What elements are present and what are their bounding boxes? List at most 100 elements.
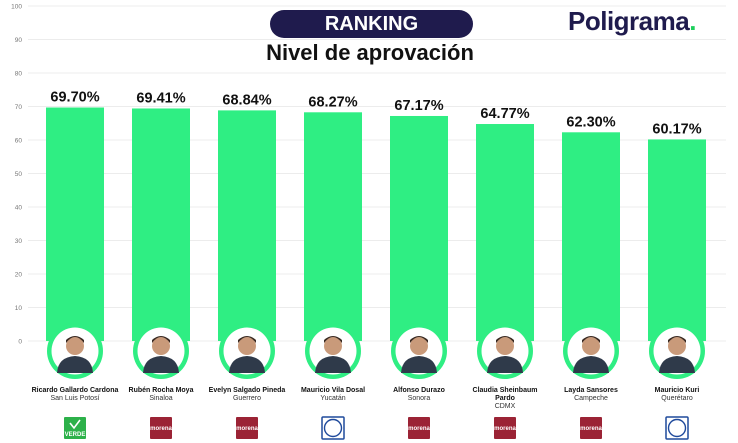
party-logo-box [408, 417, 430, 439]
data-label: 60.17% [652, 121, 701, 137]
check-icon [69, 419, 81, 430]
party-logo-box [494, 417, 516, 439]
pan-ring [667, 418, 687, 438]
party-logo-box [580, 417, 602, 439]
bar [648, 139, 706, 341]
hair-shape [496, 336, 514, 343]
person-photo-icon [143, 336, 179, 373]
bar [562, 132, 620, 341]
face-shape [152, 337, 170, 355]
brand-logo: Poligrama. [568, 6, 696, 37]
shoulders-shape [143, 356, 179, 373]
ranking-title: RANKING [324, 13, 419, 35]
person-state: Campeche [574, 395, 608, 402]
person-name: Alfonso Durazo [393, 387, 445, 394]
party-logo-box [64, 417, 86, 439]
person-name: Ricardo Gallardo Cardona [32, 387, 119, 394]
brand-dot: . [689, 6, 696, 36]
y-tick-label: 10 [15, 305, 23, 312]
y-tick-label: 50 [15, 171, 23, 178]
party-label: morena [236, 426, 258, 432]
party-label: morena [150, 426, 172, 432]
person-photo-icon [401, 336, 437, 373]
party-logo-morena: morena [236, 417, 258, 439]
person-state: Yucatán [320, 395, 345, 402]
bar [132, 108, 190, 341]
y-tick-label: 80 [15, 71, 23, 78]
party-logo-box [321, 416, 345, 440]
shoulders-shape [229, 356, 265, 373]
person-name: Rubén Rocha Moya [129, 387, 194, 394]
person-photo-icon [315, 336, 351, 373]
face-shape [324, 337, 342, 355]
person-name: Mauricio Vila Dosal [301, 387, 365, 394]
person-name: Evelyn Salgado Pineda [209, 387, 286, 394]
person-state: San Luis Potosí [50, 395, 99, 402]
party-logo-box [236, 417, 258, 439]
hair-shape [238, 336, 256, 343]
party-logo-morena: morena [494, 417, 516, 439]
party-label: morena [494, 426, 516, 432]
shoulders-shape [659, 356, 695, 373]
face-shape [238, 337, 256, 355]
party-label: morena [580, 426, 602, 432]
party-logo-morena: morena [150, 417, 172, 439]
party-logo-morena: morena [580, 417, 602, 439]
y-tick-label: 70 [15, 104, 23, 111]
chart-subtitle: Nivel de aprovación [266, 40, 474, 65]
face-shape [66, 337, 84, 355]
hair-shape [582, 336, 600, 343]
person-state: Sinaloa [149, 395, 172, 402]
data-label: 68.27% [308, 94, 357, 110]
y-tick-label: 20 [15, 272, 23, 279]
y-tick-label: 100 [11, 4, 22, 11]
person-name: Claudia Sheinbaum [473, 387, 538, 394]
face-shape [410, 337, 428, 355]
data-label: 69.70% [50, 90, 99, 106]
shoulders-shape [401, 356, 437, 373]
bar [476, 124, 534, 341]
hair-shape [66, 336, 84, 343]
person-name: Layda Sansores [564, 387, 618, 394]
bar [46, 107, 104, 341]
person-state: Guerrero [233, 395, 261, 402]
y-tick-label: 60 [15, 138, 23, 145]
hair-shape [410, 336, 428, 343]
shoulders-shape [487, 356, 523, 373]
person-state: Sonora [408, 395, 431, 402]
party-logo-box [150, 417, 172, 439]
bar [304, 112, 362, 341]
y-tick-label: 40 [15, 205, 23, 212]
shoulders-shape [573, 356, 609, 373]
hair-shape [324, 336, 342, 343]
brand-name: Poligrama [568, 6, 690, 36]
party-label: PAN [671, 426, 683, 432]
face-shape [582, 337, 600, 355]
party-logo-morena: morena [408, 417, 430, 439]
face-shape [496, 337, 514, 355]
person-photo-icon [573, 336, 609, 373]
shoulders-shape [315, 356, 351, 373]
person-photo-icon [487, 336, 523, 373]
bar [218, 110, 276, 341]
hair-shape [152, 336, 170, 343]
data-label: 64.77% [480, 106, 529, 122]
person-photo-icon [659, 336, 695, 373]
person-photo-icon [57, 336, 93, 373]
person-state: CDMX [495, 403, 516, 410]
data-label: 67.17% [394, 98, 443, 114]
party-logo-box [665, 416, 689, 440]
y-tick-label: 0 [18, 339, 22, 346]
party-label: PAN [327, 426, 339, 432]
y-tick-label: 30 [15, 238, 23, 245]
ranking-title-pill: RANKING [270, 10, 473, 38]
person-photo-icon [229, 336, 265, 373]
person-name: Mauricio Kuri [655, 387, 700, 394]
hair-shape [668, 336, 686, 343]
data-label: 62.30% [566, 114, 615, 130]
person-state: Querétaro [661, 395, 693, 402]
party-logo-verde: VERDE [64, 417, 86, 439]
pan-ring [323, 418, 343, 438]
